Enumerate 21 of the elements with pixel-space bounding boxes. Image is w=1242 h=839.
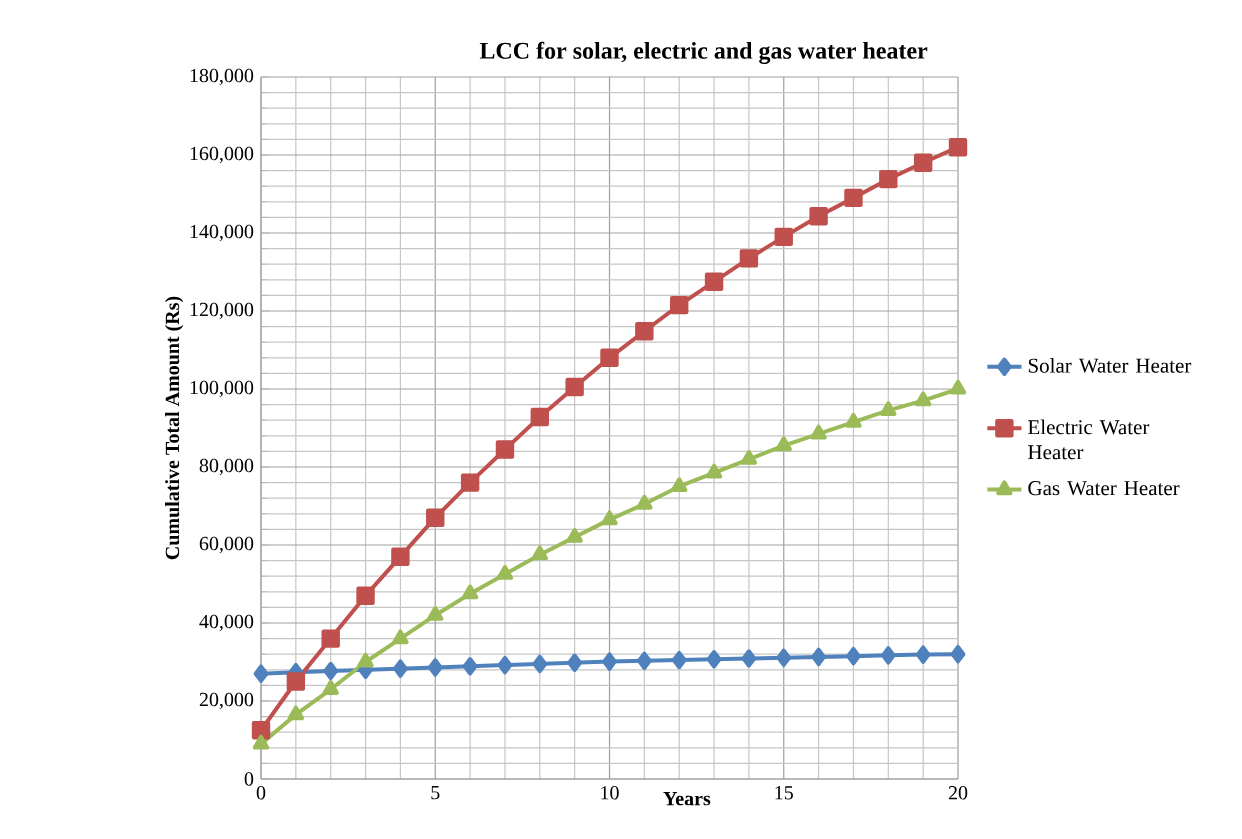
y-tick-label: 20,000	[199, 692, 254, 710]
legend-label: Gas Water Heater	[1028, 481, 1180, 496]
y-axis-title: Cumulative Total Amount (Rs)	[165, 296, 184, 560]
y-tick-label: 180,000	[190, 68, 254, 86]
legend-label: Electric Water Heater	[1028, 419, 1150, 460]
x-tick-label: 10	[601, 786, 619, 800]
y-tick-label: 120,000	[190, 302, 254, 320]
x-axis-title: Years	[663, 792, 711, 806]
x-tick-label: 20	[948, 786, 968, 800]
y-tick-label: 100,000	[190, 380, 254, 398]
y-tick-label: 60,000	[199, 536, 254, 554]
legend-label: Solar Water Heater	[1028, 357, 1192, 373]
y-tick-label: 40,000	[199, 614, 254, 632]
chart-title: LCC for solar, electric and gas water heater	[479, 41, 928, 64]
y-tick-label: 160,000	[190, 146, 254, 164]
y-tick-label: 140,000	[190, 224, 254, 242]
y-tick-label: 0	[244, 772, 254, 786]
x-tick-label: 5	[431, 786, 440, 800]
x-tick-label: 0	[256, 786, 266, 800]
y-tick-label: 80,000	[199, 458, 254, 476]
x-tick-label: 15	[775, 786, 793, 800]
